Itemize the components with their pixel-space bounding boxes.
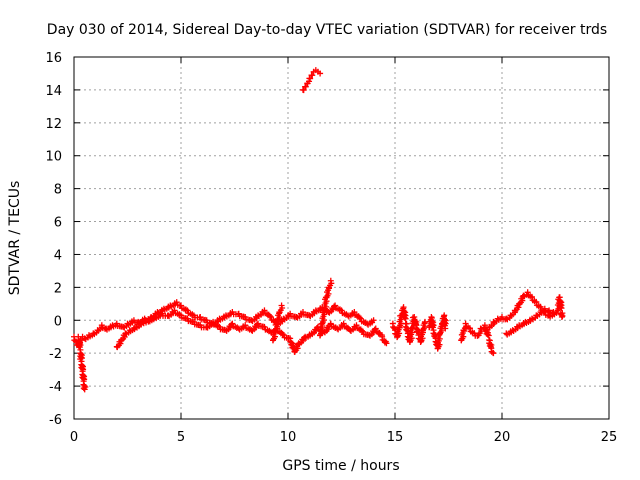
y-tick-label: -2 <box>49 347 62 362</box>
y-tick-label: 0 <box>54 314 62 329</box>
data-point <box>466 325 473 332</box>
data-point <box>340 320 347 327</box>
data-point <box>210 318 217 325</box>
data-point <box>524 289 531 296</box>
data-point <box>317 70 324 77</box>
x-tick-label: 0 <box>70 430 78 445</box>
data-point <box>302 83 309 90</box>
data-point <box>357 315 364 322</box>
data-point <box>266 312 273 319</box>
y-tick-label: 4 <box>54 248 62 263</box>
y-tick-label: -6 <box>49 413 62 428</box>
data-point <box>75 343 82 350</box>
data-point <box>462 320 469 327</box>
y-axis-label: SDTVAR / TECUs <box>7 181 23 296</box>
data-point <box>550 309 557 316</box>
data-point <box>184 307 191 314</box>
data-point <box>90 330 97 337</box>
data-point <box>81 335 88 342</box>
data-point <box>356 314 363 321</box>
data-point <box>122 330 129 337</box>
data-point <box>81 386 88 393</box>
data-point <box>442 325 449 332</box>
data-point <box>80 385 87 392</box>
data-point <box>327 277 334 284</box>
x-tick-label: 10 <box>280 430 297 445</box>
data-point <box>533 299 540 306</box>
data-point <box>300 87 307 94</box>
data-point <box>353 322 360 329</box>
data-point <box>358 327 365 334</box>
data-point <box>503 315 510 322</box>
series <box>71 67 566 393</box>
x-tick-label: 25 <box>601 430 618 445</box>
y-axis: -6 -4 -2 0 2 4 6 8 10 12 14 16 <box>45 51 609 428</box>
y-tick-label: 8 <box>54 183 62 198</box>
data-point <box>401 314 408 321</box>
data-point <box>338 307 345 314</box>
x-axis: 0 5 10 15 20 25 <box>70 57 617 445</box>
data-point <box>307 75 314 82</box>
data-point <box>173 299 180 306</box>
data-point <box>428 323 435 330</box>
data-point <box>490 318 497 325</box>
data-point <box>383 340 390 347</box>
data-points <box>71 67 566 393</box>
data-point <box>327 320 334 327</box>
y-tick-label: 6 <box>54 216 62 231</box>
data-point <box>289 344 296 351</box>
data-point <box>332 302 339 309</box>
plot-frame <box>73 56 610 420</box>
data-point <box>370 317 377 324</box>
x-tick-label: 20 <box>494 430 511 445</box>
grid <box>74 57 609 419</box>
x-tick-label: 15 <box>387 430 404 445</box>
data-point <box>242 322 249 329</box>
data-point <box>279 330 286 337</box>
x-tick-label: 5 <box>177 430 185 445</box>
y-tick-label: -4 <box>49 380 62 395</box>
y-tick-label: 16 <box>45 51 62 66</box>
y-tick-label: 2 <box>54 281 62 296</box>
data-point <box>351 309 358 316</box>
data-point <box>309 72 316 79</box>
x-axis-label: GPS time / hours <box>282 458 399 474</box>
data-point <box>278 302 285 309</box>
data-point <box>178 302 184 309</box>
data-point <box>229 320 236 327</box>
data-point <box>490 350 497 357</box>
data-point <box>171 307 178 314</box>
data-point <box>484 331 491 338</box>
data-point <box>528 315 535 322</box>
chart-title: Day 030 of 2014, Sidereal Day-to-day VTE… <box>47 22 607 38</box>
y-tick-label: 10 <box>45 150 62 165</box>
data-point <box>441 321 448 328</box>
data-point <box>558 313 565 320</box>
data-point <box>533 312 540 319</box>
y-tick-label: 14 <box>45 84 62 99</box>
data-point <box>557 304 564 311</box>
data-point <box>120 323 127 330</box>
data-point <box>558 305 565 312</box>
data-point <box>549 309 556 316</box>
data-point <box>261 323 268 330</box>
y-tick-label: 12 <box>45 117 62 132</box>
data-point <box>98 322 105 329</box>
data-point <box>261 307 268 314</box>
data-point <box>267 313 274 320</box>
data-point <box>537 309 544 316</box>
data-point <box>528 294 535 301</box>
